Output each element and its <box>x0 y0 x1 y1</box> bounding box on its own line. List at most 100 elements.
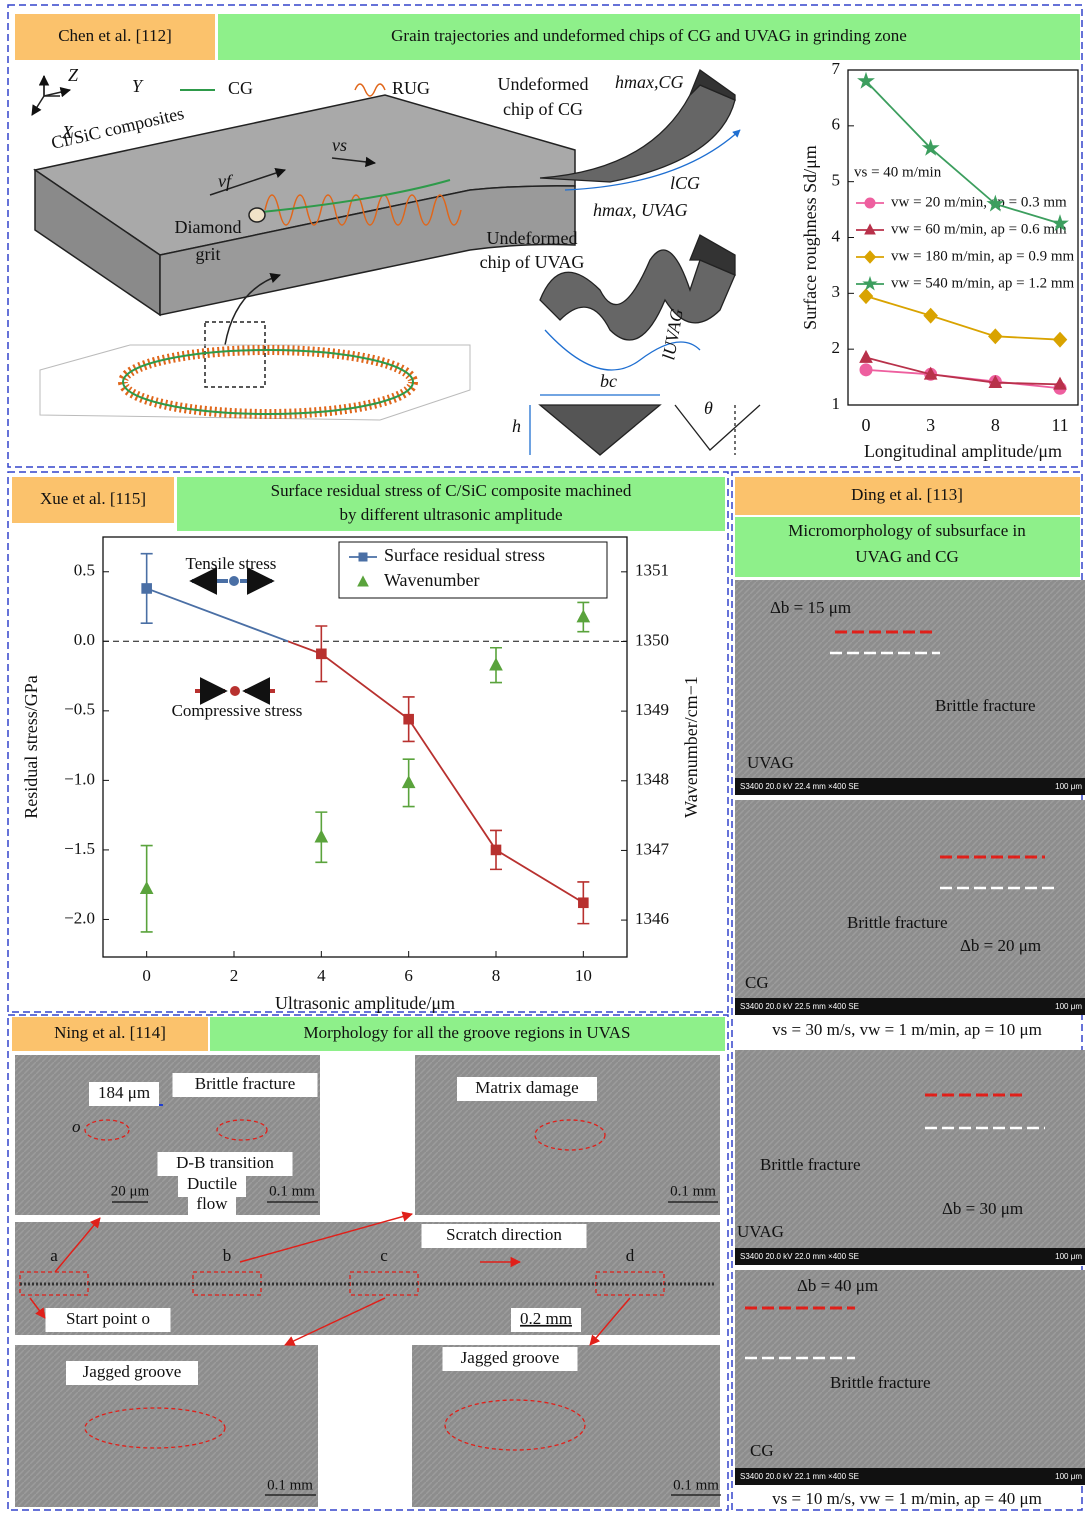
diagram-label: Undeformed <box>498 74 589 94</box>
scale-label: 0.1 mm <box>673 1477 719 1493</box>
panel-title: by different ultrasonic amplitude <box>340 505 563 524</box>
legend-swatch <box>359 553 367 561</box>
y-tick-label: 0.0 <box>74 630 95 649</box>
image-label: Start point o <box>66 1309 150 1328</box>
sem-info: S3400 20.0 kV 22.0 mm ×400 SE <box>740 1252 859 1261</box>
sem-scale: 100 μm <box>1055 782 1082 791</box>
panel-title: UVAG and CG <box>855 547 959 566</box>
diagram-label: h <box>512 416 521 436</box>
series-line <box>866 296 1060 340</box>
image-label: Scratch direction <box>446 1225 562 1244</box>
sem-scale: 100 μm <box>1055 1002 1082 1011</box>
point <box>142 584 152 594</box>
point <box>577 610 589 621</box>
x-tick-label: 2 <box>230 966 239 985</box>
y-tick-label: 6 <box>832 115 841 134</box>
panel-title: Morphology for all the groove regions in… <box>304 1023 631 1042</box>
image-label: Brittle fracture <box>195 1074 296 1093</box>
image-label: flow <box>196 1194 228 1213</box>
image-label: Jagged groove <box>461 1348 560 1367</box>
feature-label: Brittle fracture <box>760 1155 861 1174</box>
legend-label: Wavenumber <box>384 570 480 590</box>
diagram-label: chip of CG <box>503 99 583 119</box>
mode-label: CG <box>745 973 769 992</box>
point <box>865 198 875 208</box>
depth-label: Δb = 30 μm <box>942 1199 1023 1218</box>
condition: vs = 10 m/s, vw = 1 m/min, ap = 40 μm <box>772 1489 1042 1508</box>
point <box>141 882 153 893</box>
annotation: vs = 40 m/min <box>854 164 942 180</box>
y2-tick-label: 1347 <box>635 839 670 858</box>
panel-title: Micromorphology of subsurface in <box>788 521 1026 540</box>
diagram-label: Diamond <box>175 217 242 237</box>
y2-tick-label: 1350 <box>635 630 669 649</box>
scale-label: 20 μm <box>111 1183 150 1199</box>
panel-title: Surface residual stress of C/SiC composi… <box>271 481 632 500</box>
legend-swatch <box>864 278 876 290</box>
point <box>864 278 876 290</box>
image-label: o <box>72 1117 81 1136</box>
sem-scale: 100 μm <box>1055 1252 1082 1261</box>
y2-tick-label: 1349 <box>635 700 669 719</box>
stress-arrows <box>192 576 275 696</box>
diagram-label: RUG <box>392 78 430 98</box>
y-tick-label: 7 <box>832 59 841 78</box>
legend-label: vw = 540 m/min, ap = 1.2 mm <box>891 275 1074 291</box>
citation: Ning et al. [114] <box>54 1023 166 1042</box>
annotation: Compressive stress <box>172 701 303 720</box>
y-tick-label: 5 <box>832 171 841 190</box>
image-label: 0.2 mm <box>520 1309 572 1328</box>
series-line <box>147 588 584 902</box>
point <box>491 845 501 855</box>
y2-tick-label: 1346 <box>635 909 669 928</box>
scale-label: 0.1 mm <box>267 1477 313 1493</box>
image-label: Matrix damage <box>475 1078 578 1097</box>
legend-label: vw = 180 m/min, ap = 0.9 mm <box>891 248 1074 264</box>
point <box>865 251 876 263</box>
image-label: Jagged groove <box>83 1362 182 1381</box>
point <box>315 831 327 842</box>
y-axis-label: Surface roughness Sd/μm <box>800 145 820 330</box>
legend-label: vw = 60 m/min, ap = 0.6 mm <box>891 221 1067 237</box>
diagram-label: grit <box>196 244 221 264</box>
y-tick-label: −2.0 <box>64 908 95 927</box>
citation: Chen et al. [112] <box>58 26 172 45</box>
x-tick-label: 8 <box>991 415 1000 435</box>
diagram-label: chip of UVAG <box>480 252 585 272</box>
y-tick-label: 0.5 <box>74 561 95 580</box>
plot-frame <box>103 537 627 957</box>
region-label: b <box>223 1246 232 1265</box>
legend-swatch <box>865 251 876 263</box>
depth-label: Δb = 15 μm <box>770 598 851 617</box>
point <box>859 289 872 303</box>
y-tick-label: 4 <box>832 226 841 245</box>
region-label: a <box>50 1246 58 1265</box>
point <box>404 714 414 724</box>
point <box>860 351 872 362</box>
scale-label: 0.1 mm <box>269 1183 315 1199</box>
x-tick-label: 10 <box>575 966 592 985</box>
sem-info: S3400 20.0 kV 22.5 mm ×400 SE <box>740 1002 859 1011</box>
diagram-label: Undeformed <box>487 228 578 248</box>
image-label: 184 μm <box>98 1083 150 1102</box>
feature-label: Brittle fracture <box>847 913 948 932</box>
y-tick-label: −0.5 <box>64 700 95 719</box>
image-label: D-B transition <box>176 1153 274 1172</box>
diagram-label: lUVAG <box>658 307 687 361</box>
x-tick-label: 11 <box>1051 415 1068 435</box>
diagram-label: vs <box>332 135 347 155</box>
y-tick-label: 1 <box>832 394 841 413</box>
diagram-label: CG <box>228 78 253 98</box>
diagram-label: lCG <box>670 173 700 193</box>
region-label: c <box>380 1246 388 1265</box>
point <box>924 308 937 322</box>
point <box>989 329 1002 343</box>
image-label: Ductile <box>187 1174 237 1193</box>
citation: Ding et al. [113] <box>851 485 963 504</box>
legend-label: Surface residual stress <box>384 545 545 565</box>
sem-info: S3400 20.0 kV 22.4 mm ×400 SE <box>740 782 859 791</box>
condition: vs = 30 m/s, vw = 1 m/min, ap = 10 μm <box>772 1020 1042 1039</box>
y2-axis-label: Wavenumber/cm−1 <box>681 676 701 818</box>
point <box>1053 332 1066 346</box>
depth-label: Δb = 20 μm <box>960 936 1041 955</box>
